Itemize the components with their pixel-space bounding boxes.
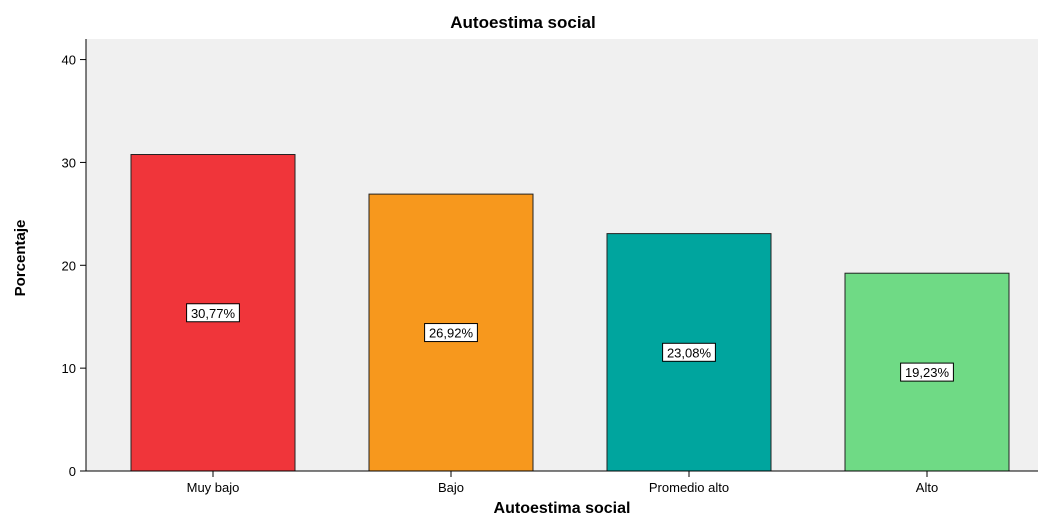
x-tick-label: Alto bbox=[916, 480, 938, 495]
x-tick-label: Bajo bbox=[438, 480, 464, 495]
x-axis: Muy bajo Bajo Promedio alto Alto bbox=[187, 471, 938, 495]
data-label: 26,92% bbox=[429, 326, 474, 341]
data-label-box bbox=[900, 362, 954, 382]
data-label: 23,08% bbox=[667, 345, 712, 360]
data-label-box bbox=[662, 342, 716, 362]
data-label-box bbox=[186, 303, 240, 323]
x-axis-title: Autoestima social bbox=[494, 500, 631, 517]
y-axis: 0 10 20 30 40 bbox=[62, 53, 86, 479]
y-tick-label: 30 bbox=[62, 155, 76, 170]
y-tick-label: 20 bbox=[62, 258, 76, 273]
y-tick-label: 0 bbox=[69, 464, 76, 479]
x-tick-label: Muy bajo bbox=[187, 480, 240, 495]
chart-title: Autoestima social bbox=[450, 13, 596, 32]
y-axis-title: Porcentaje bbox=[12, 220, 29, 297]
y-tick-label: 10 bbox=[62, 361, 76, 376]
x-tick-label: Promedio alto bbox=[649, 480, 729, 495]
data-label: 30,77% bbox=[191, 306, 236, 321]
data-label: 19,23% bbox=[905, 365, 950, 380]
data-label-box bbox=[424, 323, 478, 343]
bar-group: 30,77% 26,92% 23,08% 19,23% bbox=[130, 154, 1010, 472]
y-tick-label: 40 bbox=[62, 53, 76, 68]
